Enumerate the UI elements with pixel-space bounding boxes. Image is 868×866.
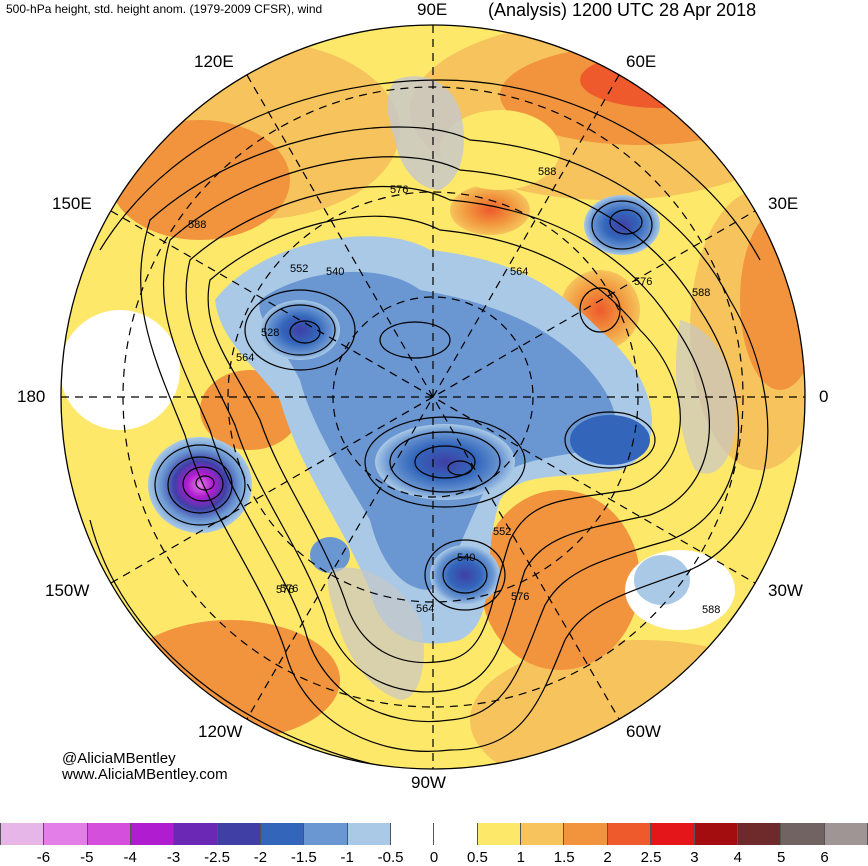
colorbar-swatch: [131, 823, 175, 845]
colorbar-swatch: [87, 823, 132, 845]
analysis-time: (Analysis) 1200 UTC 28 Apr 2018: [488, 0, 757, 20]
contour-label: 540: [457, 552, 475, 564]
contour-label: 564: [416, 603, 434, 615]
contour-label: 552: [290, 263, 308, 275]
map-boundary: [60, 24, 806, 770]
colorbar-tick-label: 3: [690, 849, 699, 866]
lon-label-60w: 60W: [626, 722, 661, 741]
colorbar-tick-label: -3: [166, 849, 181, 866]
colorbar-tick-label: -1.5: [290, 849, 317, 866]
colorbar: -6 -5 -4 -3 -2.5 -2 -1.5 -1 -0.5 0 0.5 1 1.5 2 2.5 3 4 5 6: [0, 823, 868, 866]
lon-label-60e: 60E: [626, 52, 657, 71]
colorbar-tick-label: -4: [123, 849, 137, 866]
contour-label: 576: [390, 184, 408, 196]
colorbar-swatch: [737, 823, 782, 845]
colorbar-tick-label: 5: [777, 849, 786, 866]
contour-label: 576: [634, 276, 652, 288]
colorbar-swatch: [694, 823, 738, 845]
lon-label-90w: 90W: [411, 773, 446, 792]
colorbar-swatch: [44, 823, 88, 845]
colorbar-tick-label: -2: [253, 849, 268, 866]
lon-label-120w: 120W: [198, 722, 243, 741]
lon-label-180: 180: [17, 387, 46, 406]
colorbar-swatch: [174, 823, 218, 845]
colorbar-tick-label: -1: [340, 849, 354, 866]
colorbar-swatch: [651, 823, 695, 845]
graticule: [61, 25, 805, 769]
map-title: 500-hPa height, std. height anom. (1979-…: [6, 2, 323, 16]
colorbar-ticks: -6 -5 -4 -3 -2.5 -2 -1.5 -1 -0.5 0 0.5 1 1.5 2 2.5 3 4 5 6: [0, 849, 868, 866]
colorbar-tick-label: -0.5: [377, 849, 404, 866]
lon-label-0: 0: [819, 387, 829, 406]
lon-label-150e: 150E: [52, 194, 92, 213]
lon-label-120e: 120E: [194, 52, 234, 71]
height-contours: [89, 79, 791, 769]
colorbar-tick-label: 0.5: [466, 849, 488, 866]
contour-label: 588: [188, 219, 206, 231]
colorbar-swatch: [521, 823, 565, 845]
lon-label-90e: 90E: [417, 0, 448, 19]
colorbar-tick-label: 1: [516, 849, 525, 866]
contour-label: 588: [692, 287, 710, 299]
contour-label: 588: [702, 604, 720, 616]
contour-label: 564: [236, 352, 254, 364]
contour-label: 564: [510, 266, 528, 278]
colorbar-swatches: [0, 823, 868, 845]
contour-label: 540: [326, 266, 344, 278]
colorbar-swatch: [391, 823, 435, 845]
credit-handle: @AliciaMBentley: [62, 750, 176, 767]
colorbar-tick-label: 6: [820, 849, 829, 866]
contour-label: 528: [261, 327, 279, 339]
colorbar-swatch: [217, 823, 262, 845]
colorbar-swatch: [477, 823, 522, 845]
colorbar-tick-label: -5: [80, 849, 94, 866]
contour-label: 576: [511, 591, 529, 603]
colorbar-swatch: [824, 823, 868, 845]
contour-label-group: 588 576 552 540 564 528 564 576 588 576 …: [188, 166, 720, 616]
contour-label: 576: [280, 583, 298, 595]
colorbar-tick-label: 0: [429, 849, 439, 866]
contour-label: 552: [493, 526, 511, 538]
credit-url: www.AliciaMBentley.com: [62, 766, 228, 783]
colorbar-tick-label: -6: [36, 849, 51, 866]
colorbar-tick-label: -2.5: [204, 849, 230, 866]
colorbar-swatch: [347, 823, 392, 845]
colorbar-swatch: [607, 823, 652, 845]
colorbar-tick-label: 2: [603, 849, 612, 866]
contour-label: 576: [276, 584, 294, 596]
colorbar-swatch: [0, 823, 45, 845]
colorbar-tick-label: 4: [733, 849, 742, 866]
lon-label-150w: 150W: [45, 581, 90, 600]
colorbar-tick-label: 2.5: [640, 849, 662, 866]
colorbar-tick-label: 1.5: [553, 849, 575, 866]
colorbar-swatch: [261, 823, 305, 845]
lon-label-30e: 30E: [768, 194, 799, 213]
lon-label-30w: 30W: [768, 581, 803, 600]
colorbar-swatch: [564, 823, 608, 845]
colorbar-swatch: [781, 823, 825, 845]
colorbar-swatch: [304, 823, 348, 845]
colorbar-swatch: [434, 823, 478, 845]
polar-stereographic-map: 588 576 552 540 564 528 564 576 588 576 …: [60, 24, 806, 770]
contour-label: 588: [538, 166, 556, 178]
